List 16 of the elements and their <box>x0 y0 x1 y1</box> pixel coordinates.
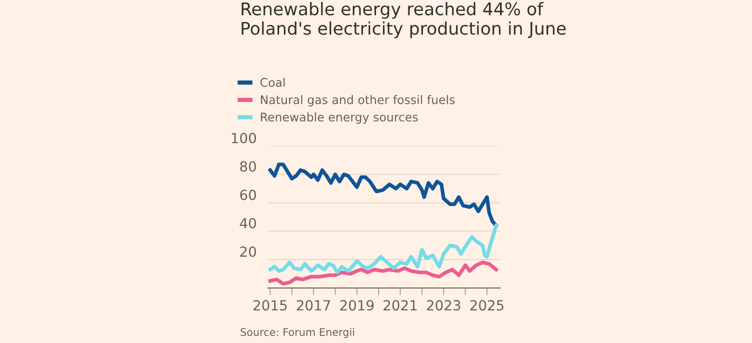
legend-label: Natural gas and other fossil fuels <box>260 95 455 106</box>
source-note: Source: Forum Energii <box>240 328 354 338</box>
x-tick-label: 2017 <box>296 300 330 311</box>
y-tick-label: 100 <box>232 132 256 144</box>
x-tick-label: 2023 <box>426 300 460 311</box>
legend-label: Renewable energy sources <box>260 112 418 124</box>
x-tick-label: 2019 <box>340 300 374 311</box>
chart-title: Renewable energy reached 44% of Poland's electricity production in June <box>242 2 566 38</box>
y-tick-label: 20 <box>240 246 256 257</box>
x-tick-label: 2021 <box>384 300 417 311</box>
y-tick-label: 40 <box>240 218 256 229</box>
y-tick-label: 80 <box>240 161 256 172</box>
x-tick-label: 2015 <box>254 300 287 311</box>
y-tick-label: 60 <box>240 190 256 200</box>
x-tick-label: 2025 <box>470 300 504 311</box>
legend-label: Coal <box>260 78 285 87</box>
